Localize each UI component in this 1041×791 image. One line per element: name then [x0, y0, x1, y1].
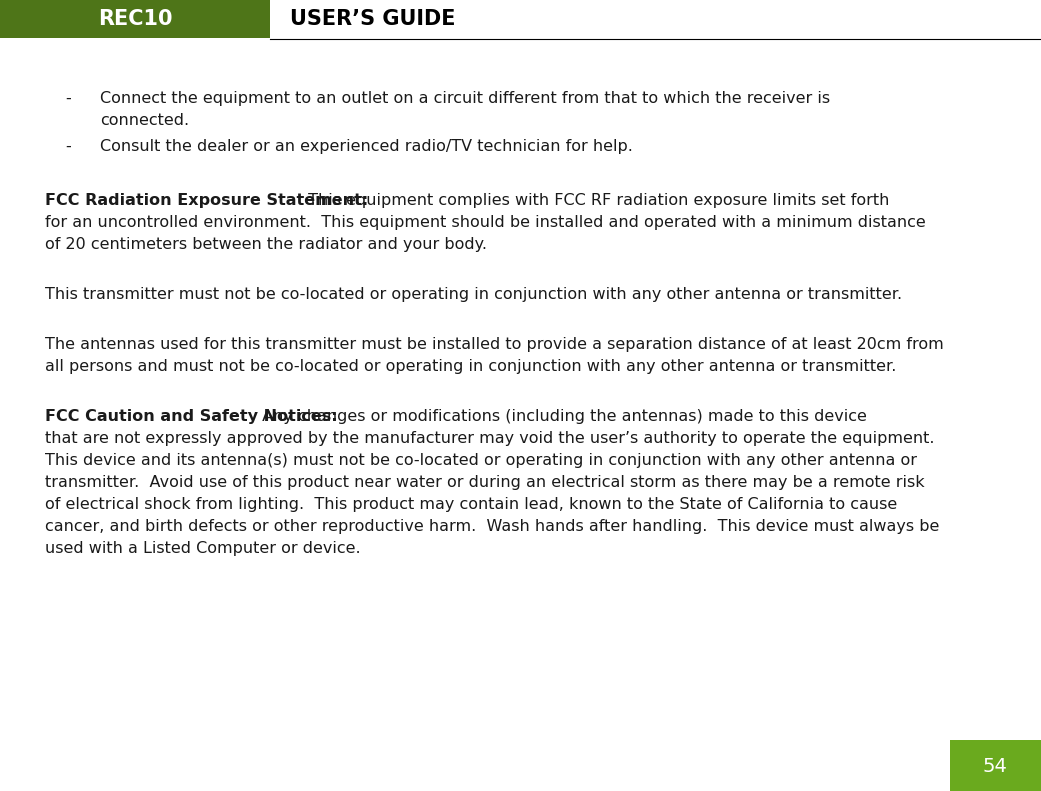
Text: transmitter.  Avoid use of this product near water or during an electrical storm: transmitter. Avoid use of this product n… — [45, 475, 924, 490]
Text: that are not expressly approved by the manufacturer may void the user’s authorit: that are not expressly approved by the m… — [45, 431, 935, 446]
Text: Consult the dealer or an experienced radio/TV technician for help.: Consult the dealer or an experienced rad… — [100, 139, 633, 154]
Text: 54: 54 — [983, 756, 1008, 775]
Text: This equipment complies with FCC RF radiation exposure limits set forth: This equipment complies with FCC RF radi… — [303, 193, 889, 208]
Bar — [950, 740, 1041, 791]
Text: -: - — [65, 139, 71, 154]
Text: cancer, and birth defects or other reproductive harm.  Wash hands after handling: cancer, and birth defects or other repro… — [45, 519, 939, 534]
Text: Any changes or modifications (including the antennas) made to this device: Any changes or modifications (including … — [257, 409, 867, 424]
Text: connected.: connected. — [100, 113, 189, 128]
Text: FCC Radiation Exposure Statement:: FCC Radiation Exposure Statement: — [45, 193, 369, 208]
Bar — [0, 0, 270, 38]
Text: Connect the equipment to an outlet on a circuit different from that to which the: Connect the equipment to an outlet on a … — [100, 91, 830, 106]
Text: REC10: REC10 — [98, 9, 172, 29]
Text: of electrical shock from lighting.  This product may contain lead, known to the : of electrical shock from lighting. This … — [45, 497, 897, 512]
Text: of 20 centimeters between the radiator and your body.: of 20 centimeters between the radiator a… — [45, 237, 487, 252]
Text: FCC Caution and Safety Notices:: FCC Caution and Safety Notices: — [45, 409, 337, 424]
Text: The antennas used for this transmitter must be installed to provide a separation: The antennas used for this transmitter m… — [45, 337, 944, 352]
Text: This device and its antenna(s) must not be co-located or operating in conjunctio: This device and its antenna(s) must not … — [45, 453, 917, 468]
Text: This transmitter must not be co-located or operating in conjunction with any oth: This transmitter must not be co-located … — [45, 287, 903, 302]
Text: -: - — [65, 91, 71, 106]
Text: for an uncontrolled environment.  This equipment should be installed and operate: for an uncontrolled environment. This eq… — [45, 215, 925, 230]
Text: USER’S GUIDE: USER’S GUIDE — [290, 9, 456, 29]
Text: used with a Listed Computer or device.: used with a Listed Computer or device. — [45, 541, 360, 556]
Text: all persons and must not be co-located or operating in conjunction with any othe: all persons and must not be co-located o… — [45, 359, 896, 374]
